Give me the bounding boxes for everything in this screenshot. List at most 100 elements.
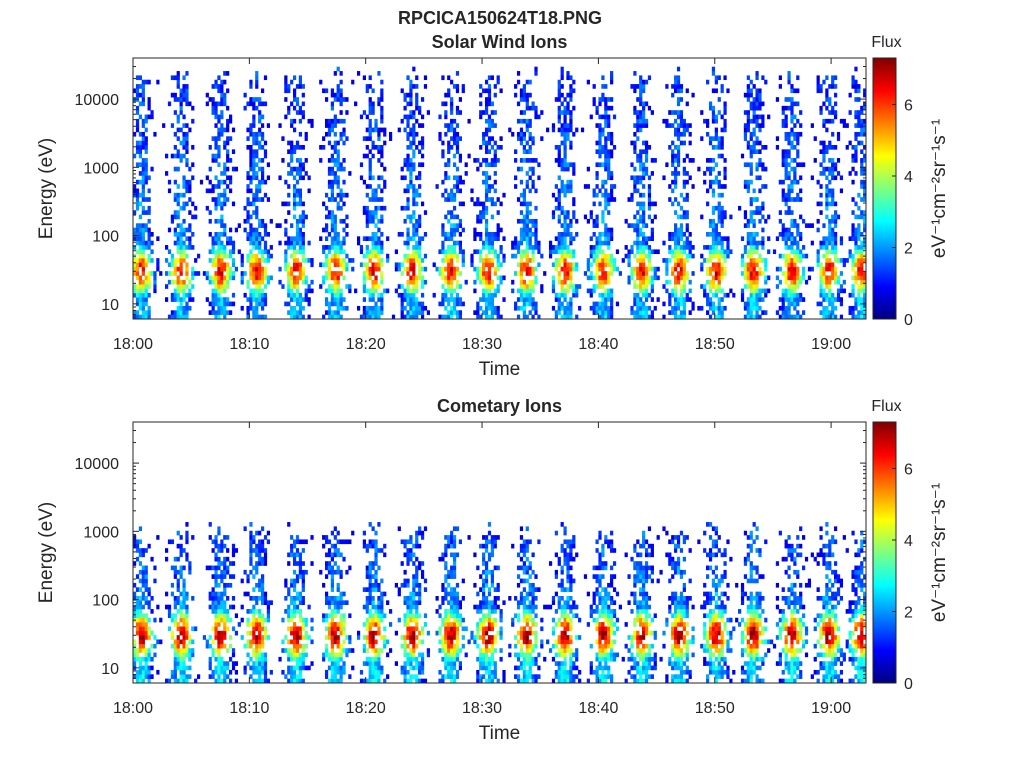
- heatmap-cell: [185, 284, 189, 289]
- heatmap-cell: [403, 288, 407, 294]
- heatmap-cell: [292, 175, 297, 181]
- heatmap-cell: [639, 166, 643, 172]
- heatmap-cells: [133, 522, 867, 684]
- heatmap-cell: [450, 275, 454, 281]
- heatmap-cell: [519, 266, 524, 272]
- heatmap-cell: [857, 284, 861, 289]
- heatmap-cell: [749, 88, 753, 94]
- heatmap-cell: [790, 249, 794, 255]
- heatmap-cell: [258, 145, 262, 150]
- heatmap-cell: [371, 310, 375, 315]
- heatmap-cell: [854, 66, 858, 72]
- heatmap-cell: [834, 232, 838, 237]
- heatmap-cell: [708, 249, 713, 255]
- heatmap-cell: [217, 118, 221, 124]
- heatmap-cell: [831, 197, 835, 202]
- heatmap-cell: [333, 179, 337, 185]
- heatmap-cell: [860, 166, 864, 172]
- heatmap-cell: [226, 262, 230, 268]
- heatmap-cell: [560, 127, 564, 133]
- heatmap-cell: [560, 162, 564, 168]
- heatmap-cell: [781, 188, 785, 194]
- heatmap-cell: [624, 253, 628, 259]
- heatmap-cell: [147, 600, 151, 605]
- heatmap-cell: [307, 314, 311, 320]
- heatmap-cell: [214, 79, 218, 85]
- heatmap-cell: [604, 145, 608, 150]
- heatmap-cell: [298, 201, 303, 207]
- heatmap-cell: [400, 292, 404, 298]
- heatmap-cell: [147, 648, 151, 653]
- heatmap-cell: [595, 162, 599, 168]
- heatmap-cell: [374, 145, 378, 150]
- heatmap-cell: [787, 301, 791, 307]
- heatmap-cell: [482, 275, 486, 281]
- heatmap-cell: [787, 188, 791, 194]
- heatmap-cell: [298, 110, 303, 115]
- heatmap-cell: [531, 266, 535, 272]
- heatmap-cell: [674, 297, 678, 302]
- heatmap-cell: [298, 75, 303, 81]
- heatmap-cell: [531, 105, 535, 111]
- heatmap-cell: [307, 240, 311, 246]
- heatmap-cell: [764, 266, 768, 272]
- heatmap-cell: [863, 310, 867, 315]
- heatmap-cell: [173, 266, 177, 272]
- heatmap-cell: [298, 188, 303, 194]
- heatmap-cell: [301, 218, 305, 224]
- heatmap-cell: [863, 105, 867, 111]
- heatmap-cell: [290, 171, 294, 176]
- heatmap-cell: [740, 262, 745, 268]
- heatmap-cell: [220, 179, 224, 185]
- heatmap-cell: [324, 297, 329, 302]
- heatmap-cell: [403, 292, 407, 298]
- heatmap-cell: [854, 262, 858, 268]
- heatmap-cell: [554, 262, 558, 268]
- heatmap-cell: [519, 279, 524, 285]
- heatmap-cell: [365, 205, 369, 211]
- heatmap-cell: [252, 131, 256, 137]
- heatmap-cell: [572, 201, 576, 207]
- heatmap-cell: [531, 223, 535, 228]
- heatmap-cell: [525, 101, 529, 107]
- heatmap-cell: [796, 292, 800, 298]
- heatmap-cell: [252, 305, 256, 311]
- heatmap-cell: [333, 292, 337, 298]
- heatmap-cell: [528, 297, 532, 302]
- heatmap-cell: [674, 279, 678, 285]
- heatmap-cell: [249, 253, 253, 259]
- plot-frame: [132, 57, 867, 320]
- heatmap-cell: [409, 131, 413, 137]
- heatmap-cell: [295, 301, 300, 307]
- heatmap-cell: [592, 288, 596, 294]
- heatmap-cell: [263, 153, 268, 159]
- heatmap-cell: [450, 105, 454, 111]
- heatmap-cell: [647, 279, 652, 285]
- heatmap-cell: [784, 236, 788, 241]
- heatmap-cell: [534, 227, 538, 233]
- heatmap-cell: [144, 171, 148, 176]
- heatmap-cell: [342, 275, 346, 281]
- heatmap-cell: [717, 205, 721, 211]
- heatmap-cell: [834, 218, 838, 224]
- heatmap-cell: [644, 158, 649, 163]
- heatmap-cell: [406, 75, 410, 81]
- heatmap-cell: [438, 131, 442, 137]
- heatmap-cell: [647, 305, 652, 311]
- heatmap-cell: [758, 127, 762, 133]
- heatmap-cell: [487, 118, 492, 124]
- heatmap-cell: [758, 162, 762, 168]
- heatmap-cell: [860, 110, 864, 115]
- heatmap-cell: [522, 249, 526, 255]
- heatmap-cell: [682, 210, 686, 215]
- heatmap-cell: [322, 201, 326, 207]
- heatmap-cell: [482, 240, 486, 246]
- heatmap-cell: [138, 114, 143, 120]
- heatmap-cell: [851, 305, 855, 311]
- heatmap-cell: [642, 310, 646, 315]
- heatmap-cell: [182, 249, 186, 255]
- heatmap-cell: [156, 258, 160, 263]
- heatmap-cell: [356, 71, 361, 76]
- heatmap-cell: [720, 310, 724, 315]
- heatmap-cell: [423, 75, 428, 81]
